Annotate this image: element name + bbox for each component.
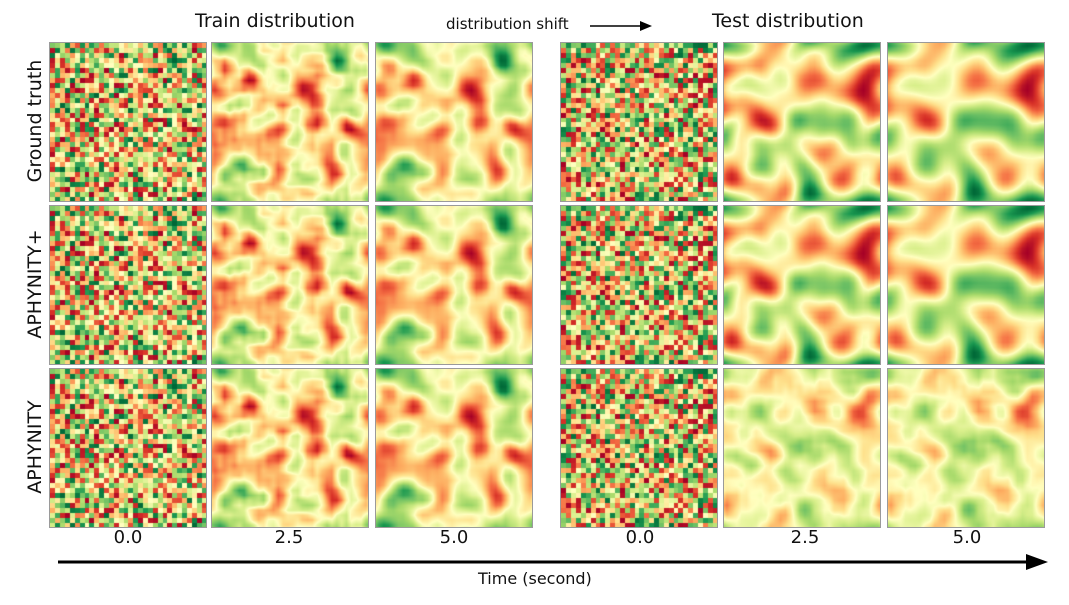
heatmap-panel	[560, 368, 718, 528]
time-tick: 5.0	[439, 527, 469, 548]
heatmap-image	[212, 206, 368, 364]
time-tick: 2.5	[274, 527, 304, 548]
heatmap-panel	[560, 42, 718, 202]
heatmap-panel	[723, 42, 881, 202]
heatmap-panel	[211, 368, 369, 528]
row-label-aphynity: APHYNITY	[24, 400, 46, 494]
heatmap-image	[212, 369, 368, 527]
heatmap-panel	[723, 205, 881, 365]
heatmap-panel	[375, 42, 533, 202]
time-tick: 0.0	[625, 527, 655, 548]
heatmap-image	[50, 206, 206, 364]
heatmap-panel	[49, 205, 207, 365]
heatmap-panel	[49, 368, 207, 528]
row-label-ground-truth: Ground truth	[24, 59, 46, 183]
heatmap-image	[376, 43, 532, 201]
heatmap-panel	[887, 42, 1045, 202]
distribution-shift-label: distribution shift	[446, 15, 569, 33]
heatmap-image	[376, 206, 532, 364]
heatmap-panel	[49, 42, 207, 202]
distribution-shift-arrow-icon	[590, 21, 652, 31]
heatmap-image	[212, 43, 368, 201]
heatmap-panel	[723, 368, 881, 528]
heatmap-image	[888, 43, 1044, 201]
heatmap-image	[561, 369, 717, 527]
heatmap-image	[50, 43, 206, 201]
heatmap-panel	[375, 205, 533, 365]
heatmap-panel	[211, 42, 369, 202]
time-tick: 2.5	[790, 527, 820, 548]
heatmap-image	[724, 43, 880, 201]
row-label-aphynity-plus: APHYNITY+	[24, 229, 46, 339]
heatmap-image	[376, 369, 532, 527]
test-distribution-title: Test distribution	[712, 10, 864, 32]
time-tick: 5.0	[952, 527, 982, 548]
heatmap-panel	[887, 205, 1045, 365]
heatmap-panel	[887, 368, 1045, 528]
train-distribution-title: Train distribution	[195, 10, 355, 32]
heatmap-image	[724, 369, 880, 527]
heatmap-image	[888, 369, 1044, 527]
time-axis-arrow-icon	[58, 554, 1048, 570]
heatmap-image	[561, 43, 717, 201]
heatmap-image	[561, 206, 717, 364]
heatmap-panel	[375, 368, 533, 528]
heatmap-image	[50, 369, 206, 527]
time-tick: 0.0	[113, 527, 143, 548]
heatmap-panel	[560, 205, 718, 365]
heatmap-image	[724, 206, 880, 364]
heatmap-panel	[211, 205, 369, 365]
heatmap-image	[888, 206, 1044, 364]
x-axis-label: Time (second)	[478, 569, 592, 588]
